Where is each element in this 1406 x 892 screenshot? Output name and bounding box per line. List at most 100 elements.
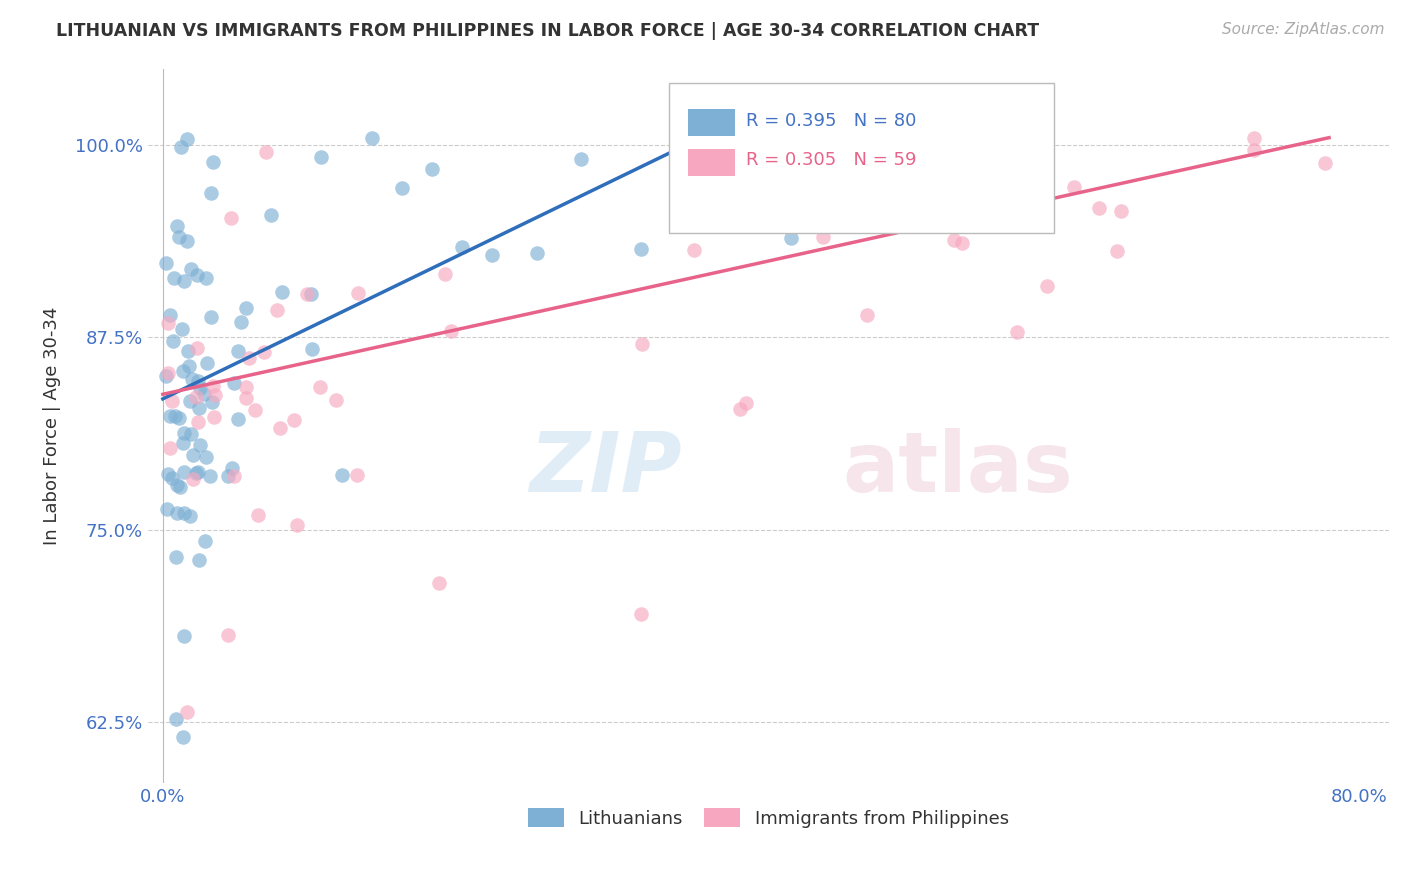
Point — [571, 153, 593, 167]
Point — [170, 322, 193, 336]
Point — [186, 341, 208, 355]
Point — [181, 472, 204, 486]
Point — [200, 310, 222, 324]
Point — [935, 140, 957, 154]
Point — [779, 231, 801, 245]
Point — [217, 628, 239, 642]
Point — [167, 411, 190, 425]
Point — [481, 247, 503, 261]
Point — [186, 268, 208, 282]
Point — [253, 345, 276, 359]
Point — [159, 441, 181, 455]
Point — [682, 243, 704, 257]
Point — [188, 438, 211, 452]
Point — [156, 467, 179, 481]
Point — [631, 337, 654, 351]
Point — [190, 381, 212, 395]
Point — [1035, 279, 1057, 293]
Point — [156, 316, 179, 330]
Point — [159, 308, 181, 322]
Point — [675, 130, 697, 145]
Point — [630, 242, 652, 256]
Point — [285, 517, 308, 532]
Point — [201, 395, 224, 409]
Point — [162, 271, 184, 285]
Point — [166, 506, 188, 520]
Point — [846, 202, 869, 217]
Point — [235, 301, 257, 315]
Point — [170, 140, 193, 154]
Point — [429, 576, 451, 591]
Point — [200, 469, 222, 483]
Point — [226, 343, 249, 358]
Point — [295, 286, 318, 301]
Y-axis label: In Labor Force | Age 30-34: In Labor Force | Age 30-34 — [44, 307, 60, 545]
Point — [173, 466, 195, 480]
Point — [194, 534, 217, 549]
Point — [254, 145, 277, 159]
Point — [943, 233, 966, 247]
Point — [811, 229, 834, 244]
Point — [204, 388, 226, 402]
Point — [167, 230, 190, 244]
Point — [197, 356, 219, 370]
Point — [734, 396, 756, 410]
Text: ZIP: ZIP — [529, 428, 682, 509]
Point — [201, 379, 224, 393]
Point — [855, 309, 877, 323]
Point — [226, 412, 249, 426]
Point — [308, 379, 330, 393]
Point — [821, 150, 844, 164]
Point — [180, 261, 202, 276]
Point — [1063, 180, 1085, 194]
Point — [193, 387, 215, 401]
Point — [1243, 143, 1265, 157]
Point — [834, 210, 856, 224]
Bar — [688, 149, 735, 176]
Point — [950, 235, 973, 250]
Point — [361, 130, 384, 145]
Point — [169, 480, 191, 494]
Point — [299, 287, 322, 301]
Point — [221, 460, 243, 475]
Point — [165, 549, 187, 564]
Point — [730, 401, 752, 416]
Point — [159, 409, 181, 424]
Point — [1088, 201, 1111, 215]
FancyBboxPatch shape — [669, 83, 1054, 233]
Point — [162, 471, 184, 485]
Legend: Lithuanians, Immigrants from Philippines: Lithuanians, Immigrants from Philippines — [520, 801, 1017, 835]
Point — [184, 467, 207, 481]
Point — [176, 705, 198, 719]
Point — [166, 219, 188, 233]
Point — [160, 394, 183, 409]
Point — [222, 469, 245, 483]
Point — [177, 344, 200, 359]
Text: atlas: atlas — [842, 428, 1074, 509]
Point — [186, 415, 208, 429]
Point — [243, 403, 266, 417]
Point — [266, 302, 288, 317]
Point — [188, 401, 211, 416]
Point — [194, 450, 217, 464]
Point — [162, 334, 184, 349]
Point — [309, 150, 332, 164]
Point — [330, 468, 353, 483]
Point — [325, 392, 347, 407]
Point — [1243, 130, 1265, 145]
Point — [181, 372, 204, 386]
Point — [201, 155, 224, 169]
Point — [188, 553, 211, 567]
Point — [247, 508, 270, 522]
Point — [347, 286, 370, 301]
Point — [179, 508, 201, 523]
Point — [1005, 325, 1028, 339]
Point — [229, 316, 252, 330]
Point — [156, 502, 179, 516]
Point — [180, 426, 202, 441]
Point — [283, 413, 305, 427]
Point — [440, 324, 463, 338]
Point — [172, 364, 194, 378]
Point — [630, 607, 652, 621]
Point — [172, 730, 194, 744]
